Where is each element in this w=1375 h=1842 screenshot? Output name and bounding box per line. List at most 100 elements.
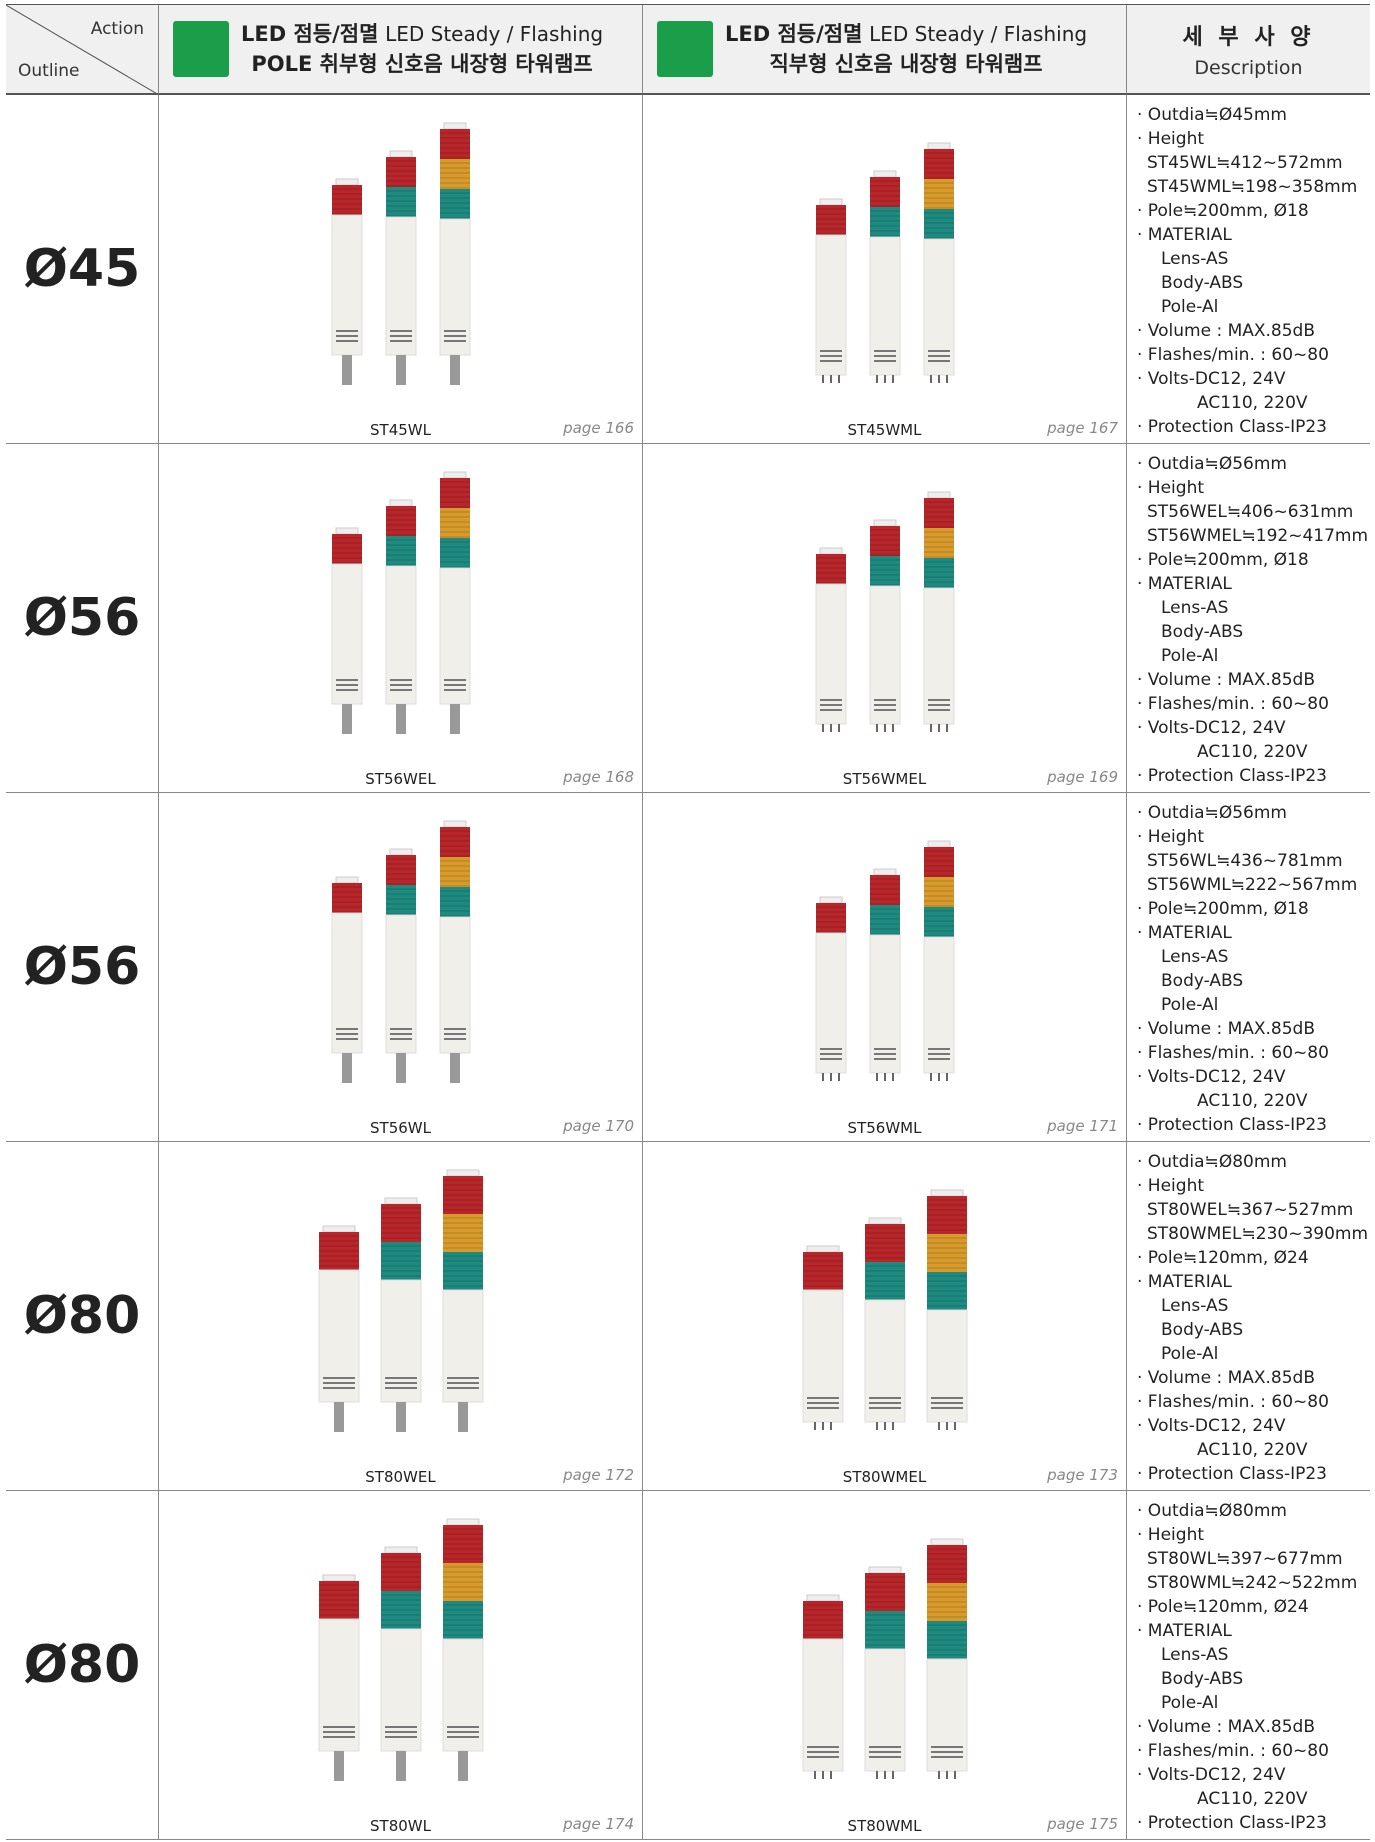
lamp-body — [380, 1628, 422, 1752]
lamp-pole — [334, 1402, 344, 1432]
lamp-tier — [924, 528, 954, 558]
product-photo — [318, 1169, 484, 1432]
product-photo — [815, 840, 955, 1081]
lamp-tier — [440, 129, 470, 159]
size-label: Ø56 — [6, 444, 159, 793]
model-name: ST80WML — [847, 1817, 922, 1835]
lamp-tier — [870, 526, 900, 556]
lamp-tier — [816, 903, 846, 933]
lamp-tier — [440, 887, 470, 917]
lamp-pole — [342, 704, 352, 734]
product-cell: ST56WMEL page 169 — [643, 444, 1127, 793]
lamp-body — [815, 234, 847, 376]
lamp-tier — [443, 1525, 483, 1563]
column-header: LED 점등/점멸 LED Steady / Flashing POLE 취부형 … — [159, 5, 643, 95]
description-line: AC110, 220V — [1197, 393, 1308, 413]
description-line: · Outdia≒Ø45mm — [1137, 105, 1287, 125]
lamp-tier — [443, 1252, 483, 1290]
lamp-body — [439, 567, 471, 705]
lamp-tier — [440, 159, 470, 189]
description-line: · Height — [1137, 827, 1205, 847]
lamp-cap — [384, 1197, 418, 1205]
lamp-tier — [924, 209, 954, 239]
lamp-tier — [381, 1591, 421, 1629]
lamp-tier — [332, 185, 362, 215]
product-photo — [331, 820, 471, 1083]
lamp-cap — [335, 876, 359, 884]
lamp-tier — [440, 189, 470, 219]
lamp-tier — [443, 1214, 483, 1252]
lamp-cap — [384, 1546, 418, 1554]
product-photo — [331, 122, 471, 385]
lamp-body — [923, 238, 955, 376]
lamp-tier — [332, 883, 362, 913]
page-ref: page 166 — [563, 419, 634, 437]
lamp-cap — [389, 848, 413, 856]
lamp-pole — [396, 1053, 406, 1083]
lamp-body — [869, 934, 901, 1074]
lamp-pole — [334, 1751, 344, 1781]
lamp-cap — [927, 840, 951, 848]
lamp-body — [385, 565, 417, 705]
tower-lamp — [923, 142, 955, 383]
lamp-cap — [873, 519, 897, 527]
product-photo — [802, 1189, 968, 1430]
tower-lamp — [864, 1566, 906, 1779]
lamp-body — [864, 1648, 906, 1772]
tower-lamp — [869, 868, 901, 1081]
tower-lamp — [331, 527, 363, 734]
tower-lamp — [815, 896, 847, 1081]
description-line: · MATERIAL — [1137, 1272, 1232, 1292]
lamp-tier — [440, 827, 470, 857]
tower-lamp — [318, 1574, 360, 1781]
lamp-tier — [816, 554, 846, 584]
lamp-cap — [927, 142, 951, 150]
description-line: · Volts-DC12, 24V — [1137, 369, 1286, 389]
description-line: · Height — [1137, 1176, 1205, 1196]
lamp-body — [923, 936, 955, 1074]
model-name: ST80WL — [370, 1817, 431, 1835]
size-label: Ø56 — [6, 793, 159, 1142]
lamp-tier — [319, 1581, 359, 1619]
product-photo — [815, 491, 955, 732]
description-line: · Height — [1137, 129, 1205, 149]
page-ref: page 168 — [563, 768, 634, 786]
description-line: Pole-Al — [1161, 646, 1219, 666]
lamp-tier — [332, 534, 362, 564]
lamp-tier — [386, 536, 416, 566]
description-line: · Volume : MAX.85dB — [1137, 1368, 1316, 1388]
lamp-cap — [389, 499, 413, 507]
lamp-cap — [868, 1217, 902, 1225]
lamp-cap — [806, 1594, 840, 1602]
description-line: AC110, 220V — [1197, 1091, 1308, 1111]
lamp-body — [923, 587, 955, 725]
lamp-body — [926, 1658, 968, 1772]
header-line2: 직부형 신호음 내장형 타워램프 — [769, 52, 1043, 76]
lamp-tier — [816, 205, 846, 235]
tower-lamp — [923, 491, 955, 732]
description-line: · Pole≒120mm, Ø24 — [1137, 1597, 1309, 1617]
page-ref: page 174 — [563, 1815, 634, 1833]
product-photo — [331, 471, 471, 734]
lamp-tier — [924, 558, 954, 588]
lamp-cap — [873, 170, 897, 178]
lamp-tier — [803, 1252, 843, 1290]
model-name: ST45WML — [847, 421, 922, 439]
lamp-cap — [927, 491, 951, 499]
page-ref: page 172 — [563, 1466, 634, 1484]
description-line: · Pole≒200mm, Ø18 — [1137, 550, 1309, 570]
lamp-tier — [803, 1601, 843, 1639]
description-header: 세 부 사 양 Description — [1127, 5, 1370, 95]
lamp-tier — [865, 1262, 905, 1300]
lamp-tier — [865, 1573, 905, 1611]
description-line: ST80WMEL≒230~390mm — [1147, 1224, 1369, 1244]
product-photo — [815, 142, 955, 383]
lamp-tier — [386, 885, 416, 915]
description-line: Pole-Al — [1161, 995, 1219, 1015]
lamp-body — [869, 585, 901, 725]
description-line: · Volume : MAX.85dB — [1137, 670, 1316, 690]
description-line: Lens-AS — [1161, 947, 1229, 967]
product-cell: ST80WMEL page 173 — [643, 1142, 1127, 1491]
lamp-tier — [924, 149, 954, 179]
lamp-tier — [870, 905, 900, 935]
